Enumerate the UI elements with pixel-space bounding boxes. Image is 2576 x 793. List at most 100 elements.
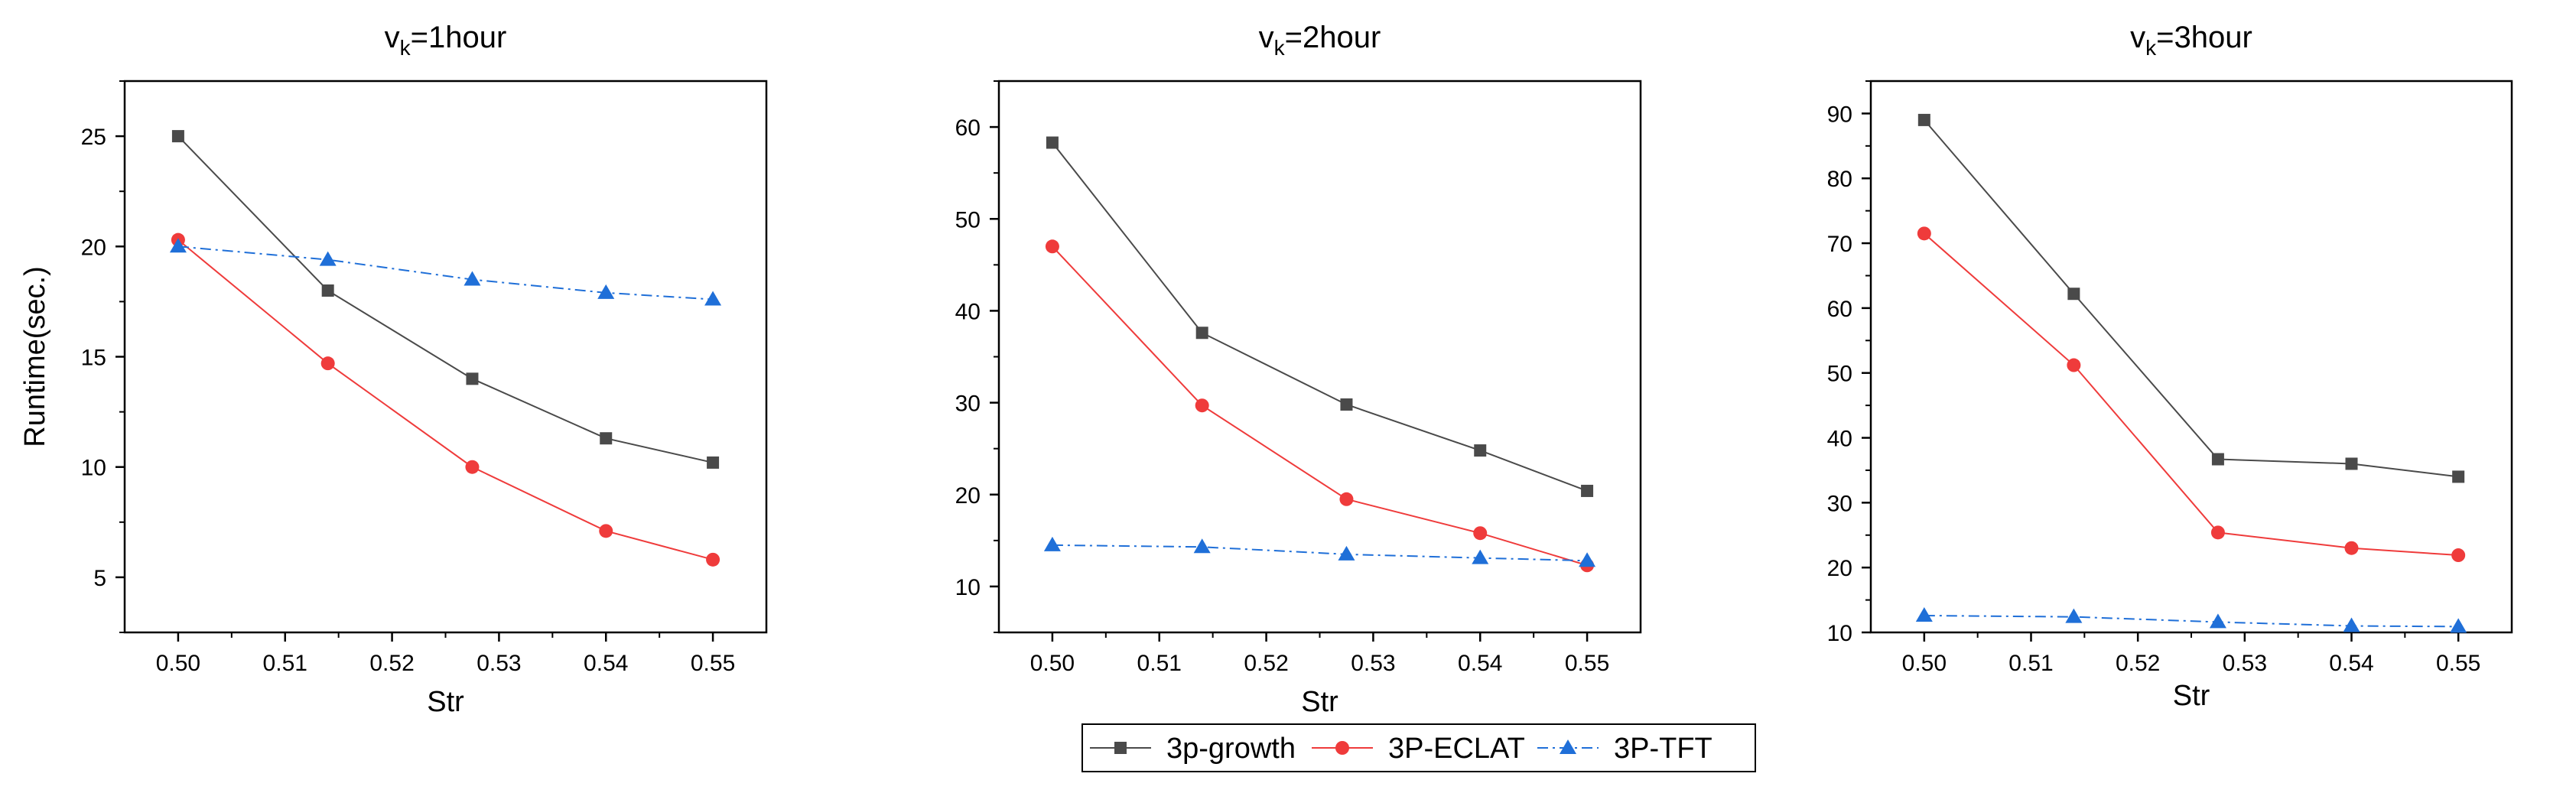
y-tick-label: 10 — [1827, 621, 1852, 646]
x-tick-label: 0.54 — [2329, 651, 2373, 676]
y-tick-label: 5 — [93, 566, 106, 591]
series-3p-eclat — [1045, 239, 1595, 573]
data-point — [321, 284, 334, 297]
data-point — [1045, 239, 1059, 254]
series-line — [1924, 119, 2459, 478]
x-axis-label: Str — [1301, 686, 1338, 718]
y-tick-label: 60 — [955, 115, 981, 141]
series-line — [1924, 232, 2459, 557]
chart-panel-3: vk=3hour 0.50 0.51 0.52 0.53 0.54 0.55 10 20 30 40… — [1827, 21, 2513, 712]
data-point — [1338, 545, 1355, 561]
data-point — [1339, 492, 1354, 506]
plot-frame — [997, 80, 1642, 634]
plot-frame — [123, 80, 768, 634]
x-tick-label: 0.53 — [476, 651, 521, 676]
series-3p-tft — [1915, 606, 2467, 633]
chart-title-suffix: =3hour — [2156, 21, 2252, 54]
data-point — [1046, 136, 1059, 149]
y-tick-label: 25 — [81, 125, 106, 150]
x-tick-label: 0.52 — [2116, 651, 2160, 676]
data-point — [2451, 548, 2466, 563]
data-point — [1917, 226, 1931, 241]
data-point — [2452, 470, 2465, 483]
legend-label: 3p-growth — [1166, 733, 1296, 765]
legend-marker — [1335, 741, 1349, 755]
data-point — [1340, 398, 1353, 411]
y-tick-label: 40 — [1827, 427, 1852, 452]
y-tick-label: 40 — [955, 299, 981, 324]
x-tick-label: 0.55 — [1565, 651, 1609, 676]
x-axis-label: Str — [2173, 680, 2210, 712]
data-point — [1195, 398, 1209, 413]
y-axis-label: Runtime(sec.) — [19, 266, 51, 447]
series-line — [177, 135, 714, 463]
series-line — [177, 245, 714, 301]
legend: 3p-growth 3P-ECLAT 3P-TFT — [1081, 723, 1756, 772]
legend-entry-3p-eclat: 3P-ECLAT — [1312, 733, 1525, 765]
legend-entry-3p-growth: 3p-growth — [1090, 733, 1296, 765]
data-point — [2345, 457, 2358, 470]
data-point — [1579, 552, 1596, 567]
chart-title-subscript: k — [2145, 36, 2157, 60]
chart-title-main: v — [2130, 21, 2145, 54]
data-point — [2450, 618, 2467, 633]
series-3p-eclat — [1917, 226, 2466, 563]
x-tick-label: 0.51 — [2008, 651, 2053, 676]
data-point — [2210, 525, 2225, 540]
data-point — [2344, 541, 2359, 555]
y-tick-label: 80 — [1827, 167, 1852, 192]
data-point — [704, 291, 722, 306]
data-point — [597, 284, 615, 299]
data-point — [171, 130, 184, 143]
series-line — [1052, 245, 1588, 567]
data-point — [463, 271, 481, 286]
data-point — [1195, 327, 1208, 340]
x-tick-label: 0.50 — [1902, 651, 1947, 676]
y-tick-label: 10 — [955, 575, 981, 600]
x-tick-label: 0.53 — [2223, 651, 2267, 676]
x-tick-label: 0.50 — [1030, 651, 1075, 676]
data-point — [1917, 113, 1930, 126]
data-point — [599, 524, 613, 538]
y-tick-label: 30 — [1827, 491, 1852, 516]
legend-label: 3P-ECLAT — [1388, 733, 1525, 765]
x-tick-label: 0.54 — [1458, 651, 1502, 676]
y-tick-label: 60 — [1827, 297, 1852, 322]
x-tick-label: 0.51 — [1137, 651, 1182, 676]
x-tick-label: 0.55 — [2436, 651, 2480, 676]
data-point — [2343, 617, 2360, 632]
data-point — [706, 552, 720, 567]
data-point — [2067, 288, 2080, 301]
series-line — [1924, 614, 2459, 628]
x-axis-label: Str — [427, 686, 464, 718]
y-tick-label: 20 — [1827, 556, 1852, 581]
x-tick-label: 0.50 — [156, 651, 200, 676]
chart-title: vk=3hour — [2130, 21, 2252, 60]
data-point — [1472, 549, 1489, 564]
series-3p-tft — [1043, 536, 1596, 567]
series-line — [177, 239, 714, 561]
series-3p-growth — [1046, 136, 1594, 497]
data-point — [1915, 606, 1933, 622]
data-point — [707, 456, 720, 469]
data-point — [1473, 526, 1488, 541]
chart-title-suffix: =2hour — [1285, 21, 1381, 54]
x-tick-label: 0.55 — [691, 651, 735, 676]
x-tick-label: 0.51 — [263, 651, 307, 676]
chart-title-main: v — [1259, 21, 1274, 54]
y-tick-label: 50 — [1827, 362, 1852, 387]
legend-marker — [1560, 739, 1576, 754]
x-tick-label: 0.53 — [1351, 651, 1395, 676]
data-point — [2067, 358, 2081, 372]
series-3p-eclat — [171, 232, 720, 567]
chart-panel-1: vk=1hour 0.50 0.51 0.52 0.53 0.54 0.55 5 10 15 20 2… — [19, 21, 768, 718]
data-point — [465, 460, 480, 474]
data-point — [2209, 613, 2226, 629]
data-point — [1193, 538, 1211, 554]
series-3p-growth — [171, 130, 720, 469]
y-tick-label: 30 — [955, 392, 981, 417]
chart-title: vk=1hour — [385, 21, 507, 60]
x-tick-label: 0.52 — [369, 651, 414, 676]
series-line — [1052, 544, 1588, 562]
